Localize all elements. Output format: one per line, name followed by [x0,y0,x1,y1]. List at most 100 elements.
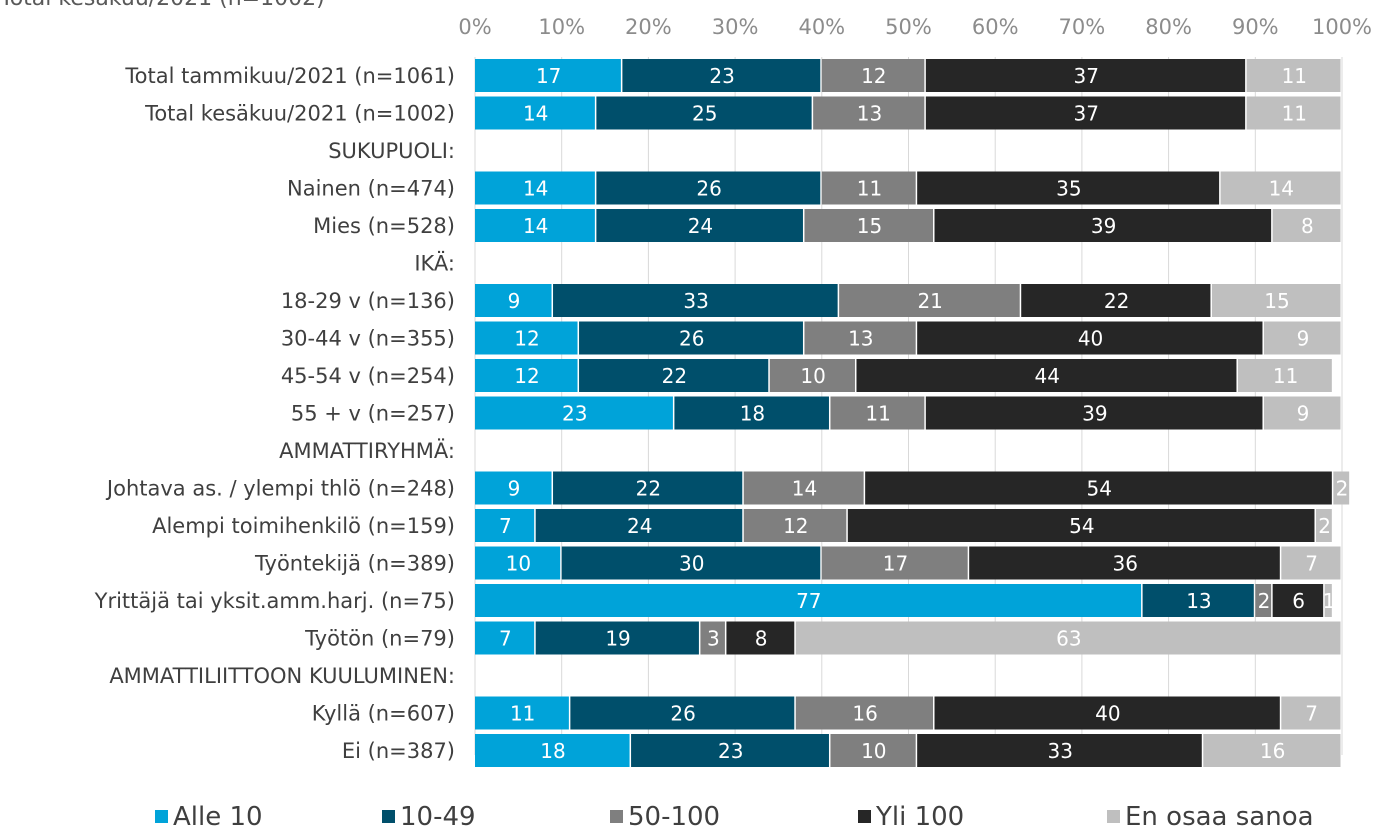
data-label: 3 [707,627,720,651]
bar-segment [596,96,812,130]
category-label: Johtava as. / ylempi thlö (n=248) [105,477,455,501]
data-label: 19 [605,627,630,651]
bar-segment [535,621,699,655]
data-label: 22 [636,477,661,501]
bar-segment [1021,284,1211,317]
bar-segment [553,471,743,505]
bar-segment [1315,509,1332,542]
data-label: 7 [499,627,512,651]
bar-segment [1324,584,1332,617]
cut-off-caption: Total kesäkuu/2021 (n=1002) [0,0,325,11]
data-label: 77 [796,589,821,613]
x-tick-label: 80% [1145,15,1192,39]
x-tick-label: 90% [1232,15,1279,39]
data-label: 40 [1095,702,1120,726]
bar-segment [622,59,821,92]
bar-segment [475,284,552,317]
data-label: 12 [861,64,886,88]
bar-segment [475,209,595,242]
data-label: 8 [1301,214,1314,238]
bar-segment [700,621,725,655]
data-label: 22 [1104,289,1129,313]
data-label: 36 [1113,552,1138,576]
legend-label: 10-49 [400,802,476,831]
data-label: 9 [508,289,521,313]
bar-segment [1255,584,1272,617]
category-label: Mies (n=528) [313,214,455,238]
bar-segment [475,584,1142,617]
bar-segment [934,696,1280,730]
category-label: Yrittäjä tai yksit.amm.harj. (n=75) [94,589,455,613]
data-label: 17 [536,64,561,88]
data-label: 23 [718,739,743,763]
bar-segment [475,471,552,505]
bar-segment [839,284,1020,317]
category-label: IKÄ: [414,251,455,276]
data-label: 6 [1292,589,1305,613]
data-label: 9 [1297,402,1310,426]
bar-segment [475,359,578,392]
bar-segment [804,321,916,355]
data-label: 33 [683,289,708,313]
category-label: 45-54 v (n=254) [281,364,455,388]
data-label: 26 [679,327,704,351]
data-label: 9 [508,477,521,501]
category-label: 30-44 v (n=355) [281,327,455,351]
data-label: 1 [1323,589,1336,613]
x-tick-label: 0% [458,15,491,39]
data-label: 35 [1056,177,1081,201]
category-label: 18-29 v (n=136) [281,289,455,313]
data-label: 14 [523,214,548,238]
bar-segment [830,734,916,767]
legend-swatch [610,810,623,823]
bar-segment [726,621,795,655]
legend-label: 50-100 [628,802,720,831]
category-label: 55 + v (n=257) [291,402,455,426]
bar-segment [475,734,630,767]
bar-segment [1246,96,1341,130]
bar-segment [917,734,1202,767]
bar-segment [934,209,1272,242]
data-label: 39 [1082,402,1107,426]
bar-segment [813,96,925,130]
data-label: 10 [506,552,531,576]
data-label: 23 [562,402,587,426]
data-label: 18 [740,402,765,426]
data-label: 7 [499,514,512,538]
category-label: Työntekijä (n=389) [254,552,455,576]
bar-segment [969,546,1280,580]
data-label: 10 [861,739,886,763]
legend-label: En osaa sanoa [1125,802,1314,831]
data-label: 2 [1318,514,1331,538]
bar-segment [535,509,743,542]
legend-label: Alle 10 [173,802,263,831]
legend-swatch [382,810,395,823]
legend-swatch [858,810,871,823]
bar-segment [925,59,1246,92]
data-label: 13 [848,327,873,351]
bar-segment [1263,396,1341,430]
x-tick-label: 10% [538,15,585,39]
data-label: 11 [1273,364,1298,388]
bar-segment [795,696,934,730]
data-label: 40 [1078,327,1103,351]
bar-segment [579,321,803,355]
x-tick-label: 30% [712,15,759,39]
bar-segment [925,396,1263,430]
data-label: 11 [510,702,535,726]
category-label: Ei (n=387) [342,739,455,763]
category-label: Työtön (n=79) [304,627,455,651]
x-tick-label: 60% [972,15,1019,39]
data-label: 11 [857,177,882,201]
legend-label: Yli 100 [875,802,964,831]
bar-segment [847,509,1315,542]
data-label: 17 [883,552,908,576]
data-label: 16 [852,702,877,726]
data-label: 22 [662,364,687,388]
bar-segment [1263,321,1341,355]
bar-segment [1211,284,1341,317]
bar-segment [475,696,569,730]
data-label: 12 [514,364,539,388]
bar-segment [553,284,838,317]
bar-segment [1281,696,1341,730]
